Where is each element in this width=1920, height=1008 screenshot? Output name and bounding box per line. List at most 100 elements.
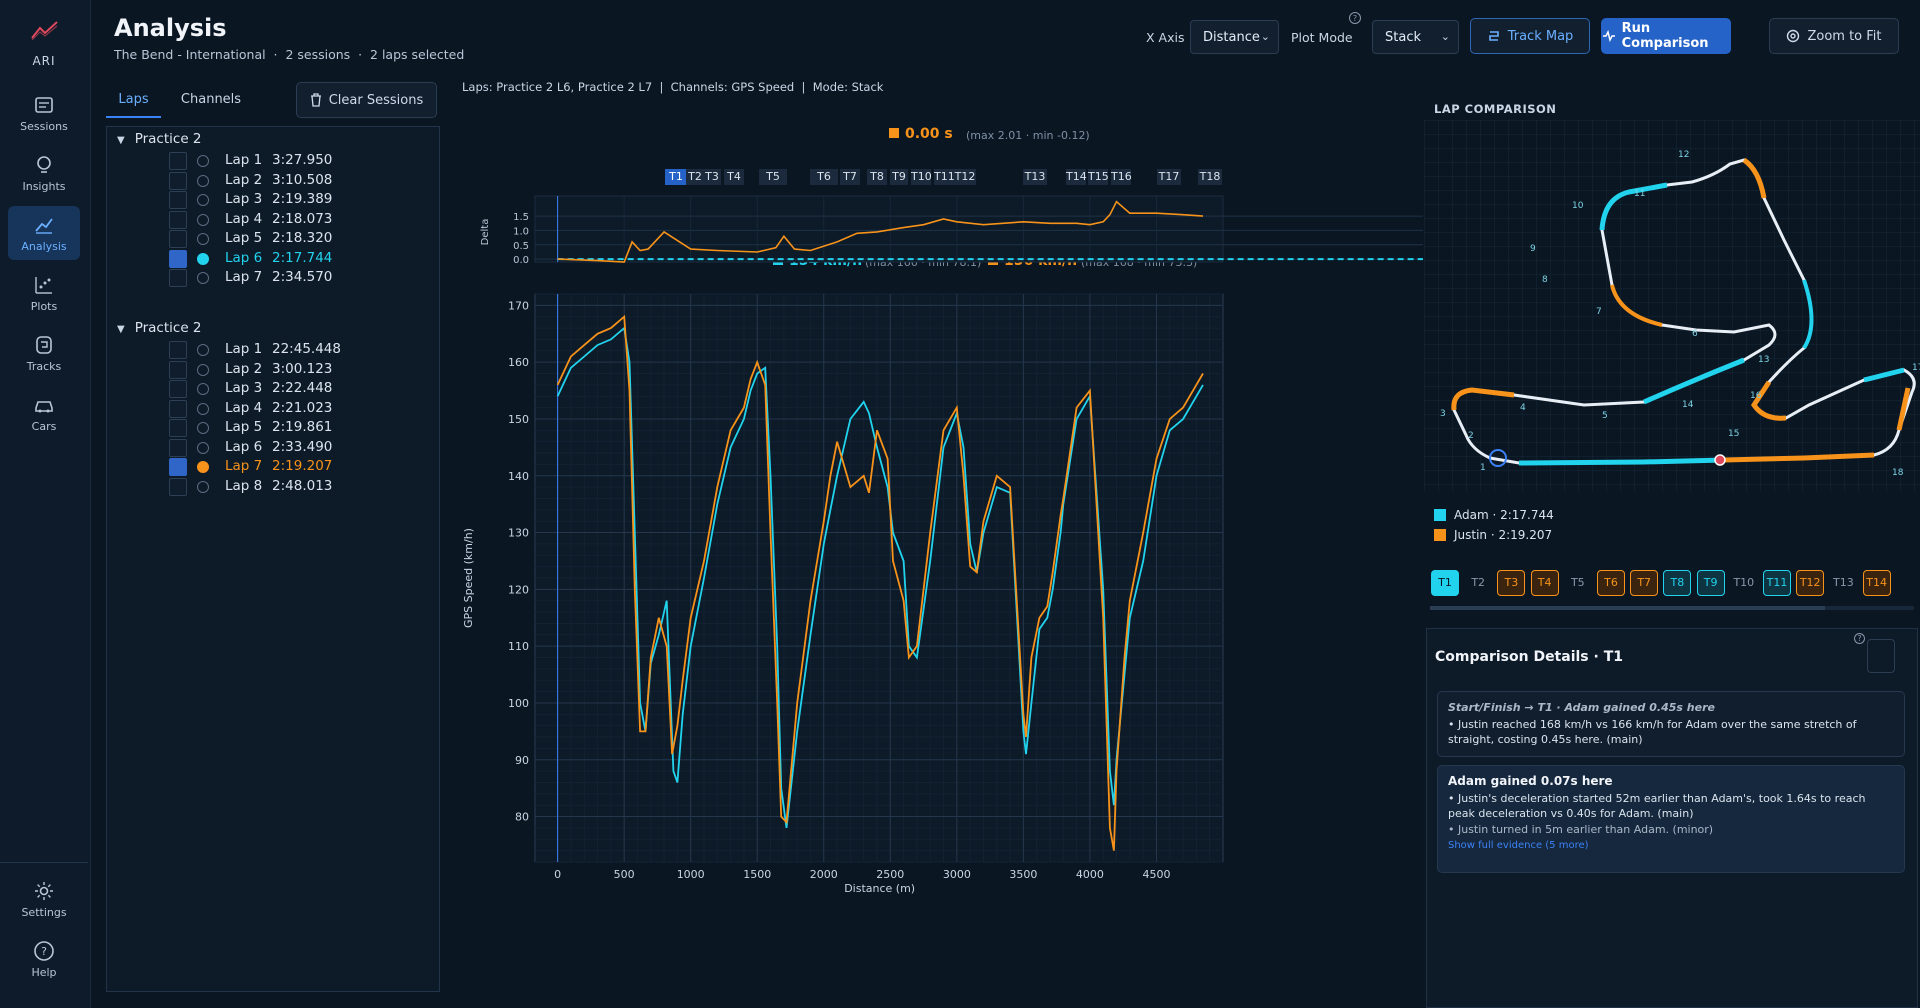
zoom-to-fit-button[interactable]: Zoom to Fit: [1769, 18, 1899, 54]
delta-chart[interactable]: 0.0 0.5 1.0 1.5 Delta: [451, 144, 1423, 314]
lap-radio[interactable]: [197, 174, 209, 187]
lap-checkbox[interactable]: [169, 171, 187, 190]
turn-chip-t2[interactable]: T2: [1471, 576, 1486, 589]
turn-chip-t10[interactable]: T10: [1733, 576, 1755, 589]
clear-sessions-button[interactable]: Clear Sessions: [296, 82, 437, 118]
nav-cars[interactable]: Cars: [8, 386, 80, 440]
lap-radio[interactable]: [197, 422, 209, 434]
corner-chip-t17[interactable]: T17: [1157, 169, 1181, 185]
chip-scroll-thumb[interactable]: [1430, 606, 1825, 610]
turn-chip-t1[interactable]: T1: [1431, 570, 1459, 596]
session-group[interactable]: ▼ Practice 2: [117, 320, 202, 336]
corner-chip-t1[interactable]: T1: [665, 169, 687, 185]
lap-row[interactable]: Lap 5 2:19.861: [169, 417, 429, 439]
corner-chip-t8[interactable]: T8: [867, 169, 887, 185]
lap-row[interactable]: Lap 1 22:45.448: [169, 339, 429, 361]
corner-chip-t16[interactable]: T16: [1111, 169, 1132, 185]
turn-chip-t8[interactable]: T8: [1663, 570, 1692, 596]
corner-chip-t5[interactable]: T5: [759, 169, 787, 185]
session-group[interactable]: ▼ Practice 2: [117, 131, 202, 147]
lap-radio[interactable]: [197, 402, 209, 415]
tab-channels[interactable]: Channels: [180, 92, 242, 107]
lap-radio[interactable]: [197, 252, 209, 265]
lap-checkbox[interactable]: [169, 458, 187, 476]
corner-chip-t13[interactable]: T13: [1023, 169, 1047, 185]
lap-radio[interactable]: [197, 155, 209, 167]
corner-chip-t9[interactable]: T9: [890, 169, 908, 185]
lap-checkbox[interactable]: [169, 152, 187, 170]
lap-radio[interactable]: [197, 344, 209, 356]
lap-checkbox[interactable]: [169, 438, 187, 457]
lap-row[interactable]: Lap 7 2:19.207: [169, 456, 429, 478]
turn-chip-t6[interactable]: T6: [1597, 570, 1625, 596]
corner-chip-t15[interactable]: T15: [1088, 169, 1109, 185]
turn-chip-t12[interactable]: T12: [1796, 570, 1825, 596]
show-evidence-link[interactable]: Show full evidence (5 more): [1448, 840, 1589, 851]
chip-scrollbar[interactable]: [1430, 606, 1914, 610]
lap-row[interactable]: Lap 4 2:21.023: [169, 398, 429, 420]
lap-checkbox[interactable]: [169, 191, 187, 209]
turn-chip-t4[interactable]: T4: [1530, 570, 1559, 596]
turn-chip-t13[interactable]: T13: [1833, 576, 1854, 589]
lap-checkbox[interactable]: [169, 477, 187, 496]
nav-insights[interactable]: Insights: [8, 146, 80, 200]
corner-chip-t14[interactable]: T14: [1066, 169, 1087, 185]
lap-radio[interactable]: [197, 213, 209, 226]
help-icon[interactable]: ?: [1854, 633, 1865, 644]
lap-row[interactable]: Lap 3 2:22.448: [169, 378, 429, 400]
turn-chip-t11[interactable]: T11: [1763, 570, 1791, 596]
lap-row[interactable]: Lap 6 2:17.744: [169, 248, 429, 270]
corner-chip-t12[interactable]: T12: [954, 169, 976, 185]
nav-sessions[interactable]: Sessions: [8, 86, 80, 140]
speed-chart[interactable]: 80 90 100 110 120 130 140 150 160 170 0 500 1000 1500…: [451, 264, 1423, 1008]
lap-checkbox[interactable]: [169, 210, 187, 229]
lap-row[interactable]: Lap 2 3:00.123: [169, 359, 429, 381]
track-map[interactable]: 1 2 3 4 5 6 7 8 9 10 11 12 13 14 15 16 1…: [1424, 120, 1920, 492]
lap-radio[interactable]: [197, 272, 209, 284]
lap-radio[interactable]: [197, 480, 209, 493]
lap-radio[interactable]: [197, 383, 209, 395]
turn-chip-t5[interactable]: T5: [1570, 576, 1585, 589]
help-icon[interactable]: ?: [1349, 12, 1361, 24]
lap-checkbox[interactable]: [169, 249, 187, 268]
lap-checkbox[interactable]: [169, 269, 187, 287]
lap-row[interactable]: Lap 7 2:34.570: [169, 267, 429, 289]
tab-laps[interactable]: Laps: [106, 88, 161, 118]
lap-row[interactable]: Lap 6 2:33.490: [169, 437, 429, 459]
nav-help[interactable]: ? Help: [8, 932, 80, 986]
corner-chip-t2[interactable]: T2: [686, 169, 704, 185]
lap-radio[interactable]: [197, 363, 209, 376]
lap-checkbox[interactable]: [169, 230, 187, 248]
lap-row[interactable]: Lap 3 2:19.389: [169, 189, 429, 211]
lap-checkbox[interactable]: [169, 419, 187, 437]
lap-checkbox[interactable]: [169, 341, 187, 359]
lap-checkbox[interactable]: [169, 360, 187, 379]
lap-row[interactable]: Lap 8 2:48.013: [169, 476, 429, 498]
corner-chip-t10[interactable]: T10: [911, 169, 932, 185]
lap-row[interactable]: Lap 4 2:18.073: [169, 209, 429, 231]
corner-chip-t18[interactable]: T18: [1198, 169, 1222, 185]
x-axis-select[interactable]: Distance ⌄: [1190, 20, 1279, 54]
nav-settings[interactable]: Settings: [8, 872, 80, 926]
plot-mode-select[interactable]: Stack ⌄: [1372, 20, 1459, 54]
turn-chip-t9[interactable]: T9: [1696, 570, 1725, 596]
lap-row[interactable]: Lap 1 3:27.950: [169, 150, 429, 172]
lap-radio[interactable]: [197, 441, 209, 454]
details-menu-button[interactable]: [1867, 639, 1895, 673]
lap-radio[interactable]: [197, 461, 209, 473]
nav-tracks[interactable]: Tracks: [8, 326, 80, 380]
lap-row[interactable]: Lap 5 2:18.320: [169, 228, 429, 250]
lap-checkbox[interactable]: [169, 380, 187, 398]
lap-radio[interactable]: [197, 194, 209, 206]
corner-chip-t3[interactable]: T3: [703, 169, 721, 185]
turn-chip-t3[interactable]: T3: [1497, 570, 1526, 596]
lap-row[interactable]: Lap 2 3:10.508: [169, 170, 429, 192]
turn-chip-t7[interactable]: T7: [1630, 570, 1659, 596]
track-map-button[interactable]: Track Map: [1470, 18, 1590, 54]
lap-checkbox[interactable]: [169, 399, 187, 418]
corner-chip-t6[interactable]: T6: [810, 169, 838, 185]
corner-chip-t7[interactable]: T7: [840, 169, 860, 185]
corner-chip-t11[interactable]: T11: [934, 169, 955, 185]
lap-radio[interactable]: [197, 233, 209, 245]
corner-chip-t4[interactable]: T4: [724, 169, 744, 185]
